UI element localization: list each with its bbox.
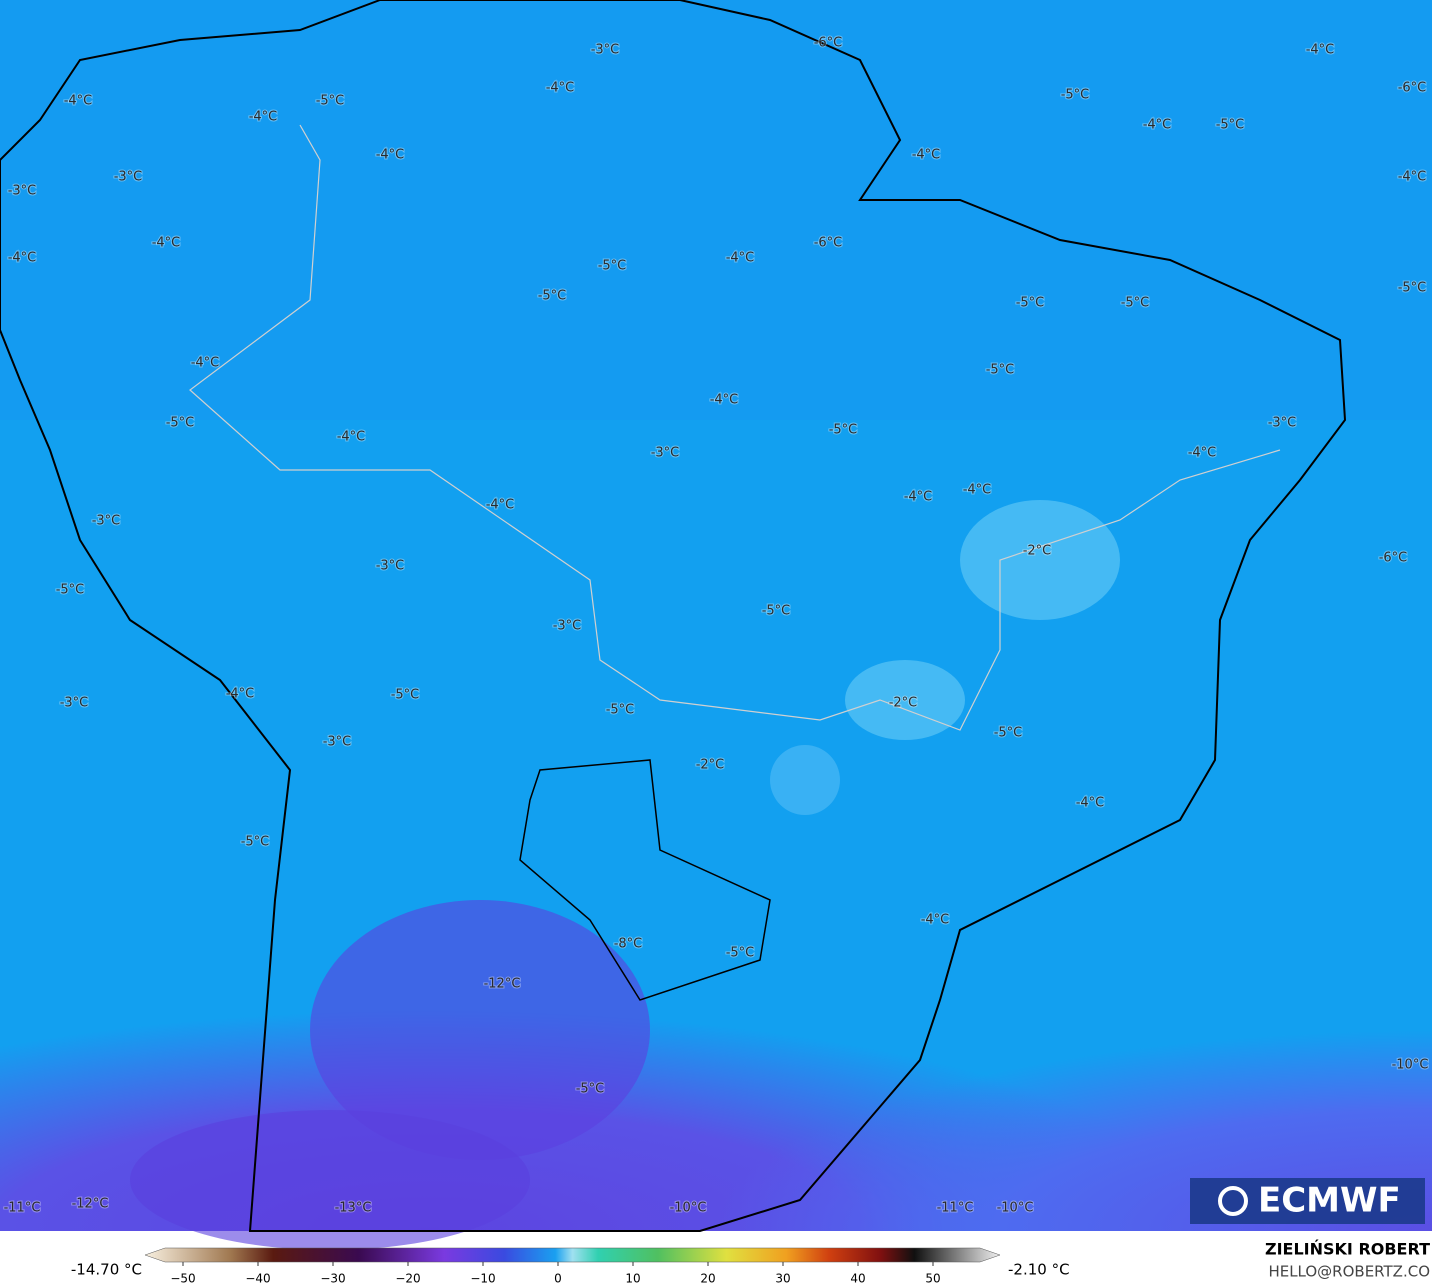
contour-label: -4°C <box>921 913 950 928</box>
contour-label: -8°C <box>614 937 643 952</box>
contour-label: -4°C <box>486 498 515 513</box>
colorbar-tick-label: 40 <box>850 1272 865 1286</box>
contour-label: -5°C <box>986 363 1015 378</box>
contour-label: -3°C <box>376 559 405 574</box>
contour-label: -5°C <box>576 1082 605 1097</box>
contour-label: -4°C <box>546 81 575 96</box>
contour-label: -4°C <box>1076 796 1105 811</box>
contour-label: -4°C <box>64 94 93 109</box>
contour-label: -5°C <box>829 423 858 438</box>
contour-label: -5°C <box>606 703 635 718</box>
contour-label: -6°C <box>1379 551 1408 566</box>
map: -6°C -3°C -4°C -4°C -5°C -6°C -4°C -5°C -4°C -4°C… <box>0 0 1432 1250</box>
contour-label: -4°C <box>1188 446 1217 461</box>
contour-label: -5°C <box>1398 281 1427 296</box>
contour-label: -4°C <box>710 393 739 408</box>
contour-label: -4°C <box>912 148 941 163</box>
colorbar: -14.70 °C -2.10 °C −50 −40 −30 −20 −10 0 10 20 3… <box>71 1247 1070 1286</box>
contour-label: -5°C <box>56 583 85 598</box>
contour-label: -4°C <box>152 236 181 251</box>
colorbar-tick-label: −10 <box>470 1272 495 1286</box>
contour-label: -5°C <box>166 416 195 431</box>
colorbar-tick-label: −30 <box>320 1272 345 1286</box>
colorbar-tick-label: −20 <box>395 1272 420 1286</box>
contour-label: -4°C <box>376 148 405 163</box>
contour-label: -5°C <box>391 688 420 703</box>
contour-label: -4°C <box>191 356 220 371</box>
contour-label: -6°C <box>1398 81 1427 96</box>
contour-label: -3°C <box>8 184 37 199</box>
contour-label: -4°C <box>1143 118 1172 133</box>
contour-label: -10°C <box>670 1201 707 1216</box>
contour-label: -5°C <box>762 604 791 619</box>
contour-label: -2°C <box>889 696 918 711</box>
contour-label: -2°C <box>696 758 725 773</box>
contour-label: -5°C <box>994 726 1023 741</box>
contour-label: -12°C <box>72 1197 109 1212</box>
colorbar-tick-label: 20 <box>700 1272 715 1286</box>
contour-label: -5°C <box>316 94 345 109</box>
colorbar-tick-label: 50 <box>925 1272 940 1286</box>
colorbar-tick-label: −40 <box>245 1272 270 1286</box>
colorbar-tick-label: 10 <box>625 1272 640 1286</box>
contour-label: -10°C <box>997 1201 1034 1216</box>
contour-label: -11°C <box>937 1201 974 1216</box>
contour-label: -3°C <box>651 446 680 461</box>
contour-label: -2°C <box>1023 544 1052 559</box>
colorbar-tick-label: −50 <box>170 1272 195 1286</box>
contour-label: -3°C <box>591 43 620 58</box>
contour-label: -13°C <box>335 1201 372 1216</box>
contour-label: -4°C <box>1306 43 1335 58</box>
contour-label: -5°C <box>1121 296 1150 311</box>
contour-label: -11°C <box>4 1201 41 1216</box>
logo: ECMWF <box>1190 1178 1425 1224</box>
contour-label: -5°C <box>1061 88 1090 103</box>
contour-label: -12°C <box>484 977 521 992</box>
email: HELLO@ROBERTZ.CO <box>1268 1263 1430 1281</box>
contour-label: -10°C <box>1392 1058 1429 1073</box>
contour-label: -4°C <box>904 490 933 505</box>
contour-label: -3°C <box>323 735 352 750</box>
contour-label: -5°C <box>1016 296 1045 311</box>
contour-label: -3°C <box>60 696 89 711</box>
contour-label: -3°C <box>92 514 121 529</box>
contour-label: -5°C <box>726 946 755 961</box>
logo-text: ECMWF <box>1258 1181 1401 1221</box>
max-label: -2.10 °C <box>1008 1261 1070 1279</box>
min-label: -14.70 °C <box>71 1261 142 1279</box>
contour-label: -4°C <box>8 251 37 266</box>
contour-label: -5°C <box>538 289 567 304</box>
contour-label: -3°C <box>1268 416 1297 431</box>
contour-label: -5°C <box>1216 118 1245 133</box>
contour-label: -3°C <box>553 619 582 634</box>
colorbar-tick-label: 0 <box>554 1272 562 1286</box>
contour-label: -6°C <box>814 236 843 251</box>
contour-label: -4°C <box>226 687 255 702</box>
author: ZIELIŃSKI ROBERT <box>1265 1240 1430 1259</box>
contour-label: -5°C <box>241 835 270 850</box>
contour-label: -4°C <box>337 430 366 445</box>
contour-label: -6°C <box>814 36 843 51</box>
contour-label: -5°C <box>598 259 627 274</box>
contour-label: -3°C <box>114 170 143 185</box>
contour-label: -4°C <box>1398 170 1427 185</box>
contour-label: -4°C <box>726 251 755 266</box>
contour-label: -4°C <box>249 110 278 125</box>
colorbar-tick-label: 30 <box>775 1272 790 1286</box>
contour-label: -4°C <box>963 483 992 498</box>
